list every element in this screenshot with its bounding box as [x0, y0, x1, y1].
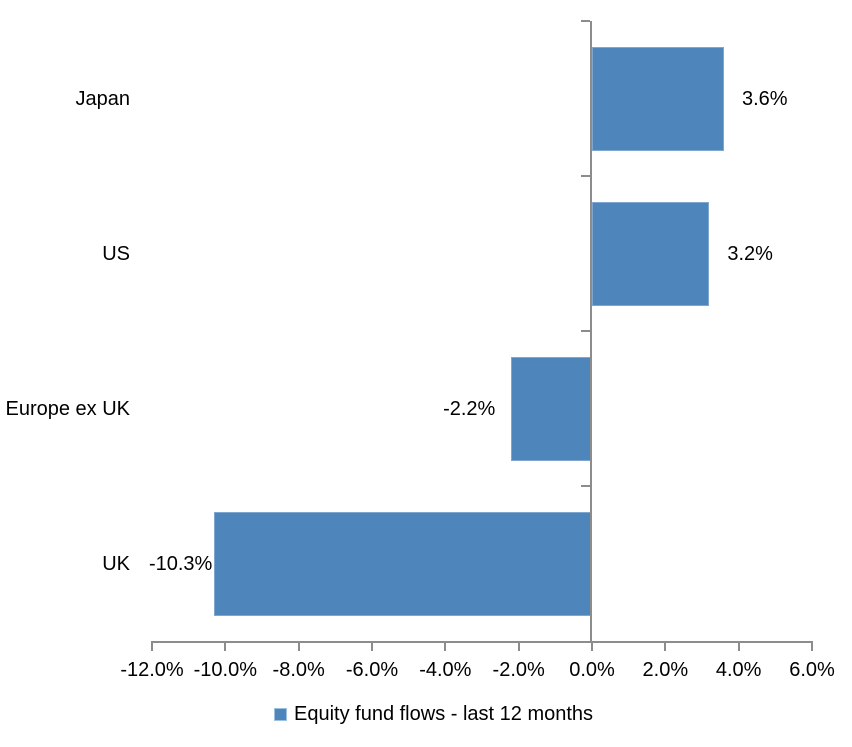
legend: Equity fund flows - last 12 months: [274, 703, 593, 726]
x-tick-label: 6.0%: [789, 659, 835, 681]
category-axis-line: [590, 21, 592, 641]
x-tick-label: -6.0%: [345, 659, 399, 681]
bar-uk: [214, 511, 592, 616]
x-axis-tick: [591, 641, 593, 651]
category-label: Europe ex UK: [5, 397, 130, 420]
x-tick-label: 2.0%: [642, 659, 689, 681]
x-axis-tick: [224, 641, 227, 651]
data-label: 3.2%: [727, 242, 773, 265]
category-axis-tick: [581, 20, 590, 22]
legend-marker-swatch: [274, 708, 287, 721]
x-axis-tick: [151, 641, 153, 651]
x-axis-line: [151, 641, 813, 643]
category-label: UK: [102, 552, 130, 575]
x-axis-tick: [517, 641, 520, 651]
x-axis-tick: [371, 641, 373, 651]
data-label: -10.3%: [148, 552, 213, 575]
x-tick-label: -8.0%: [272, 659, 325, 681]
data-label: 3.6%: [742, 87, 788, 110]
bar-europe-ex-uk: [511, 356, 592, 461]
category-label: Japan: [75, 87, 131, 110]
category-label: US: [102, 242, 130, 265]
x-axis-tick: [664, 641, 667, 651]
category-axis-tick: [581, 485, 590, 487]
x-tick-label: -12.0%: [120, 659, 184, 681]
category-axis-tick: [581, 330, 590, 332]
x-tick-label: -10.0%: [193, 659, 258, 681]
bar-japan: [592, 46, 724, 151]
data-label: -2.2%: [443, 397, 496, 420]
x-axis-tick: [297, 641, 300, 651]
bar-us: [592, 201, 710, 306]
x-tick-label: 0.0%: [569, 659, 615, 681]
x-axis-tick: [811, 641, 813, 651]
category-axis-tick: [581, 175, 590, 177]
x-axis-tick: [737, 641, 740, 651]
x-tick-label: 4.0%: [715, 659, 762, 681]
x-tick-label: -2.0%: [492, 659, 545, 681]
x-axis-tick: [444, 641, 447, 651]
legend-label: Equity fund flows - last 12 months: [294, 703, 594, 725]
x-tick-label: -4.0%: [419, 659, 472, 681]
